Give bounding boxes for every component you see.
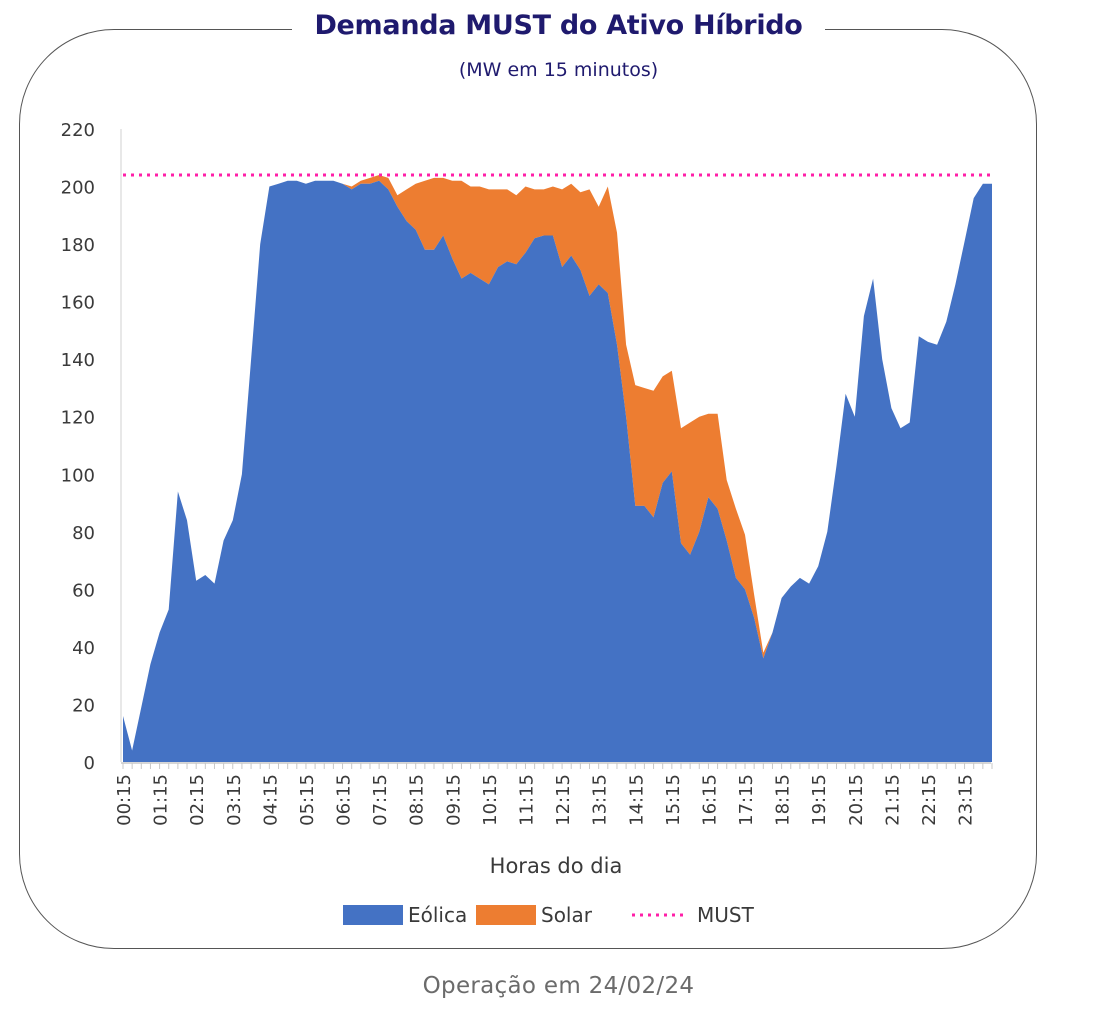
y-tick-label: 80 (72, 523, 95, 544)
x-tick-label: 14:15 (626, 774, 647, 826)
legend-label-must: MUST (697, 903, 755, 927)
x-tick-label: 08:15 (407, 774, 428, 826)
x-tick-label: 04:15 (260, 774, 281, 826)
x-tick-label: 12:15 (553, 774, 574, 826)
x-tick-label: 13:15 (590, 774, 611, 826)
y-tick-label: 220 (61, 120, 95, 141)
x-tick-label: 18:15 (773, 774, 794, 826)
x-tick-label: 16:15 (699, 774, 720, 826)
x-tick-label: 20:15 (846, 774, 867, 826)
y-tick-label: 0 (84, 753, 95, 774)
series-area-eolica (123, 180, 992, 763)
x-tick-label: 17:15 (736, 774, 757, 826)
x-tick-label: 11:15 (516, 774, 537, 826)
y-tick-label: 120 (61, 408, 95, 429)
x-tick-label: 05:15 (297, 774, 318, 826)
legend-swatch-eolica (343, 905, 403, 925)
x-tick-label: 15:15 (663, 774, 684, 826)
y-tick-label: 180 (61, 235, 95, 256)
x-tick-label: 22:15 (919, 774, 940, 826)
chart-subtitle: (MW em 15 minutos) (458, 59, 659, 81)
operation-date-caption: Operação em 24/02/24 (422, 973, 695, 999)
x-tick-label: 01:15 (151, 774, 172, 826)
y-tick-label: 100 (61, 465, 95, 486)
y-tick-label: 20 (72, 695, 95, 716)
x-tick-label: 23:15 (956, 774, 977, 826)
x-tick-label: 00:15 (114, 774, 135, 826)
x-tick-label: 06:15 (334, 774, 355, 826)
y-tick-label: 200 (61, 178, 95, 199)
legend-label-solar: Solar (541, 903, 593, 927)
y-tick-label: 40 (72, 638, 95, 659)
x-tick-label: 03:15 (224, 774, 245, 826)
y-tick-label: 60 (72, 580, 95, 601)
y-tick-label: 140 (61, 350, 95, 371)
x-tick-label: 09:15 (443, 774, 464, 826)
x-tick-label: 19:15 (809, 774, 830, 826)
chart-title: Demanda MUST do Ativo Híbrido (292, 10, 825, 41)
x-tick-label: 21:15 (882, 774, 903, 826)
x-tick-label: 02:15 (187, 774, 208, 826)
legend-label-eolica: Eólica (408, 903, 467, 927)
x-tick-label: 10:15 (480, 774, 501, 826)
legend-swatch-solar (476, 905, 536, 925)
x-tick-label: 07:15 (370, 774, 391, 826)
y-tick-label: 160 (61, 293, 95, 314)
x-axis-title: Horas do dia (490, 854, 623, 878)
chart-title-wrap: Demanda MUST do Ativo Híbrido (0, 10, 1117, 41)
